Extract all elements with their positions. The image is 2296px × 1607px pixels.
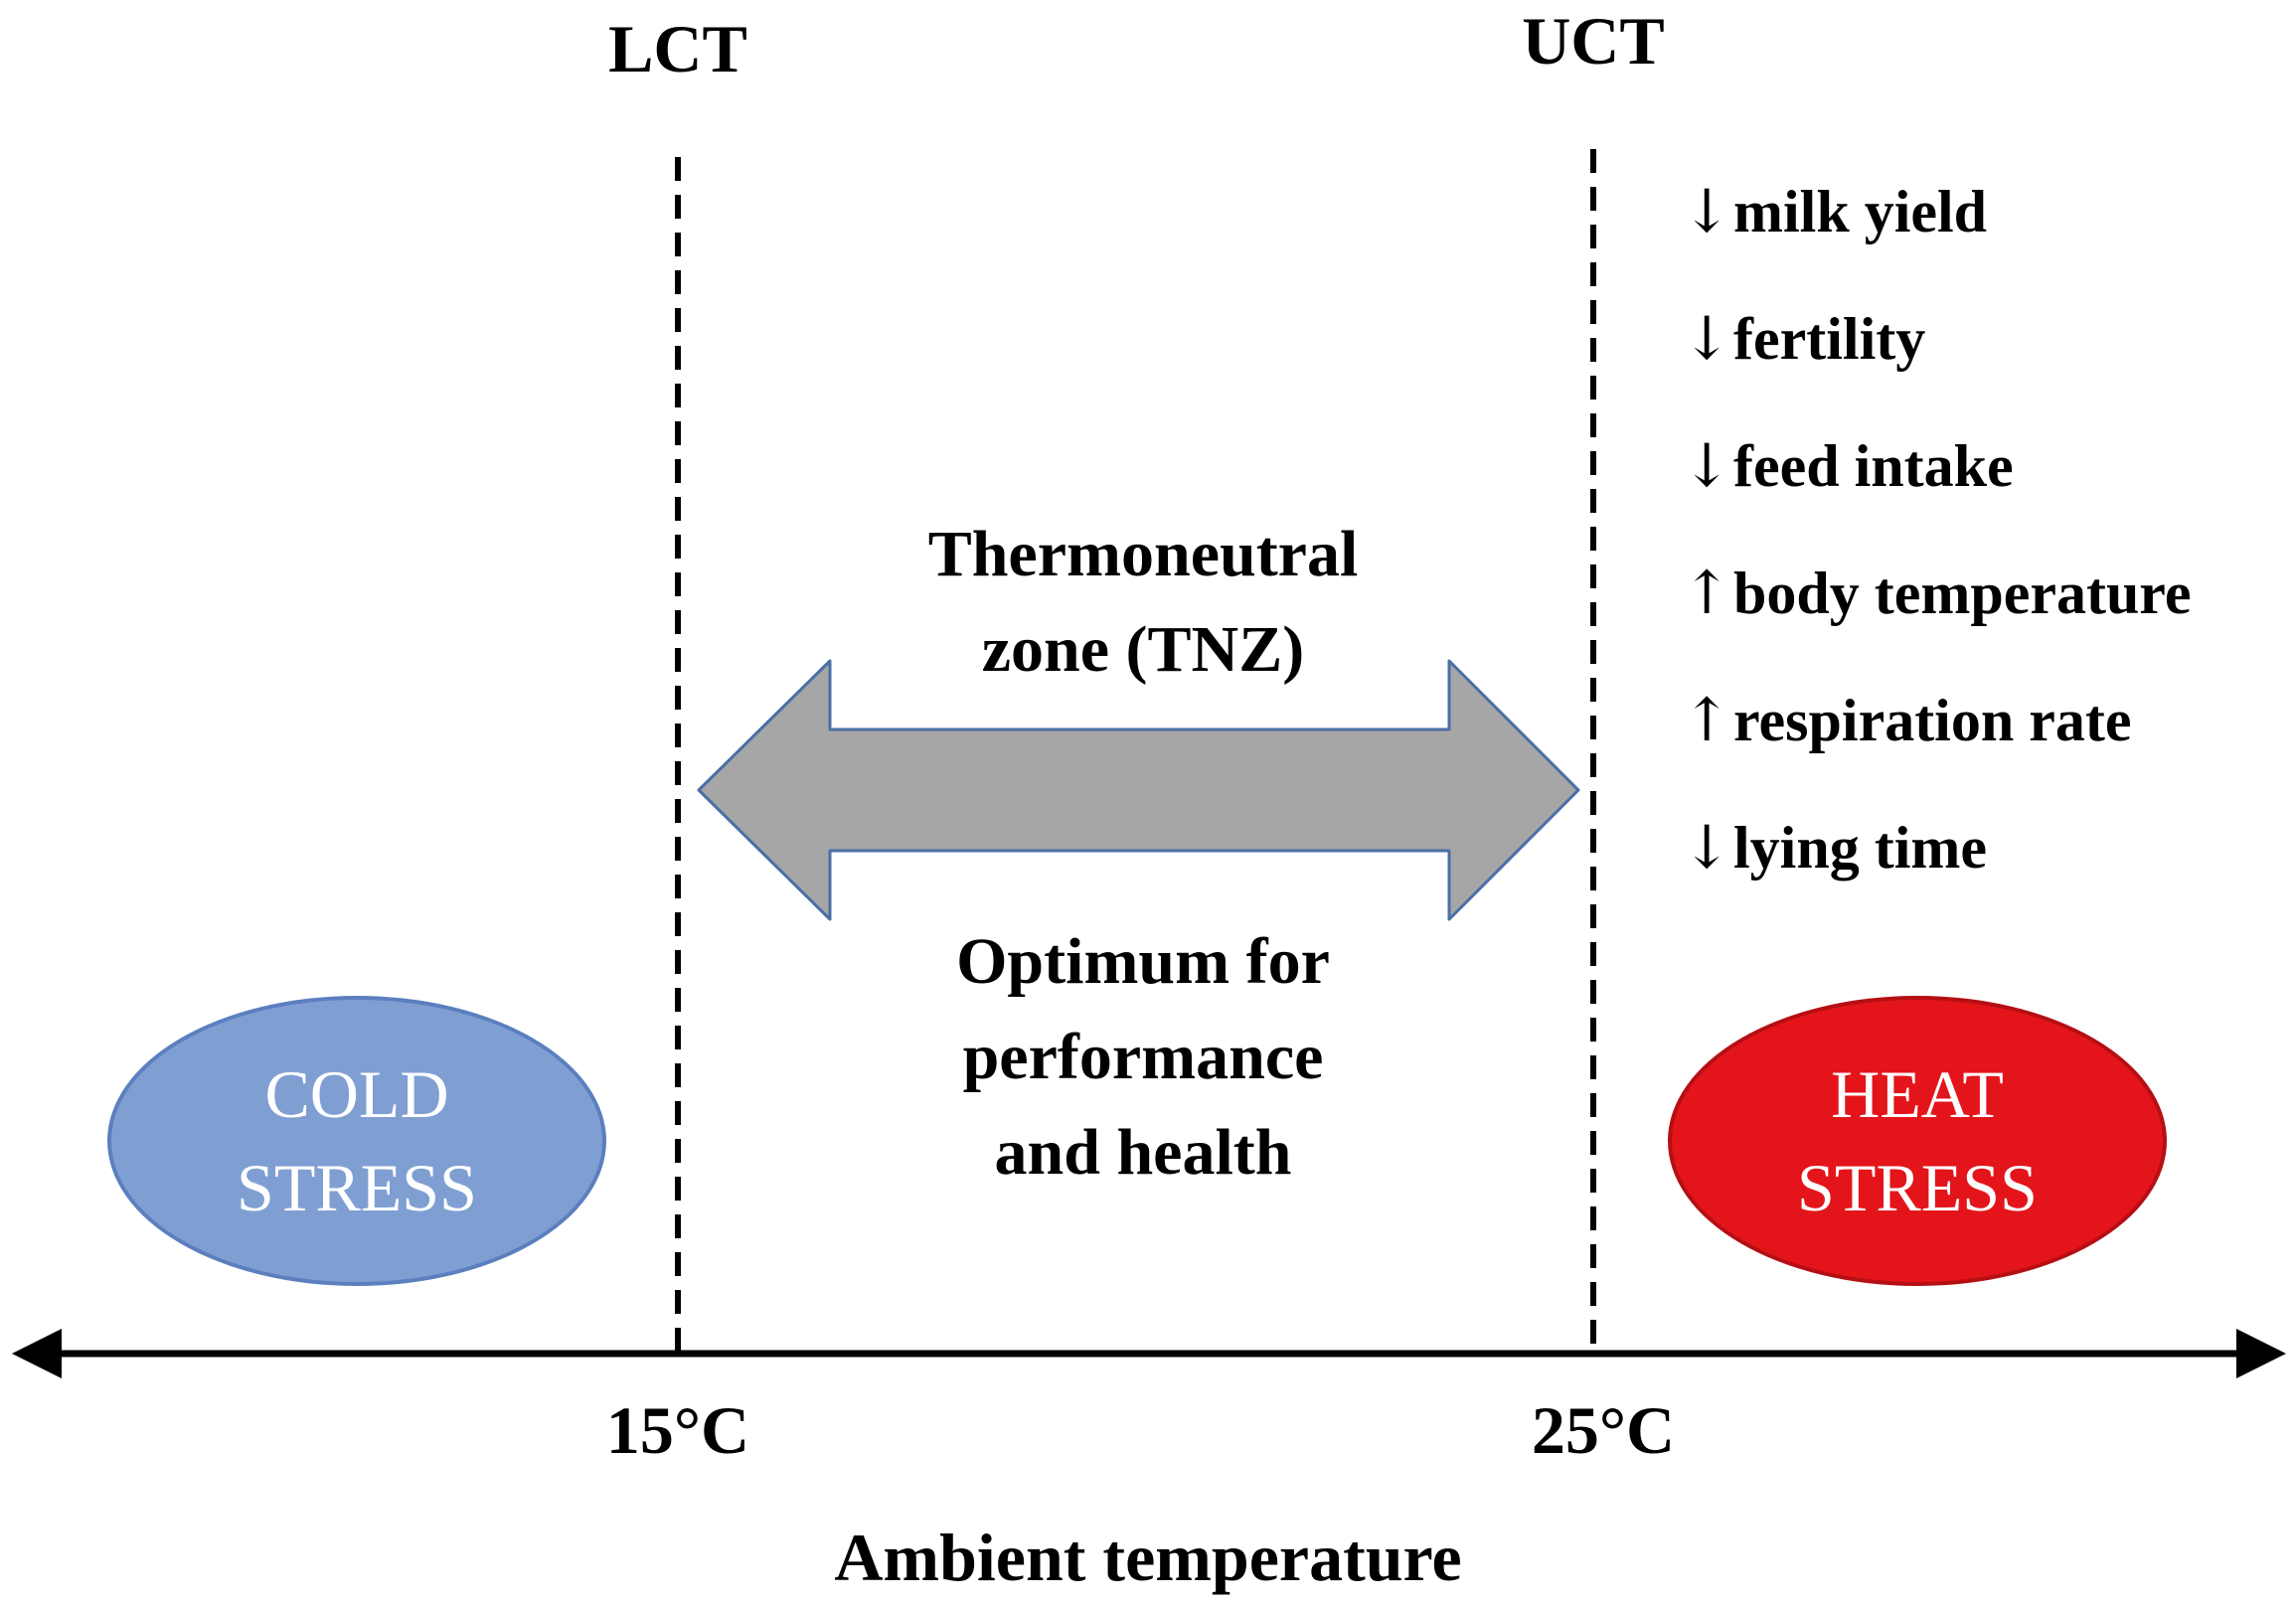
lower-temp-label: 15°C [605,1392,750,1468]
uct-label: UCT [1522,3,1665,79]
effect-item-fertility: ↓fertility [1682,299,2192,379]
effect-item-feed-intake: ↓feed intake [1682,426,2192,506]
effect-item-lying-time: ↓lying time [1682,808,2192,887]
heat-stress-line1: HEAT [1831,1056,2004,1132]
heat-stress-line2: STRESS [1797,1150,2038,1225]
cold-stress-line1: COLD [264,1056,449,1132]
axis-left-arrowhead [12,1329,62,1378]
effect-text: fertility [1733,306,1926,372]
upper-temp-label: 25°C [1531,1392,1676,1468]
tnz-title: Thermoneutral zone (TNZ) [755,507,1531,698]
up-arrow-icon: ↑ [1682,559,1732,628]
effect-item-milk-yield: ↓milk yield [1682,172,2192,251]
cold-stress-line2: STRESS [237,1150,477,1225]
tnz-desc-line1: Optimum for [956,925,1330,998]
axis-right-arrowhead [2236,1329,2286,1378]
up-arrow-icon: ↑ [1682,686,1732,755]
effect-text: milk yield [1733,179,1988,244]
tnz-double-arrow [697,659,1580,921]
effect-text: body temperature [1733,561,2192,626]
cold-stress-ellipse: COLD STRESS [107,996,606,1286]
effect-text: lying time [1733,815,1987,881]
tnz-title-line1: Thermoneutral [927,518,1359,590]
effect-item-respiration-rate: ↑respiration rate [1682,681,2192,760]
tnz-title-line2: zone (TNZ) [981,613,1305,686]
tnz-desc-line3: and health [994,1116,1292,1189]
down-arrow-icon: ↓ [1682,304,1732,374]
down-arrow-icon: ↓ [1682,177,1732,246]
heat-stress-effects-list: ↓milk yield ↓fertility ↓feed intake ↑bod… [1682,172,2192,887]
lct-label: LCT [608,11,747,86]
effect-text: feed intake [1733,433,2014,499]
down-arrow-icon: ↓ [1682,813,1732,883]
tnz-description: Optimum for performance and health [755,914,1531,1201]
tnz-desc-line2: performance [962,1021,1324,1093]
effect-text: respiration rate [1733,688,2132,753]
axis-title: Ambient temperature [834,1520,1462,1595]
down-arrow-icon: ↓ [1682,431,1732,501]
effect-item-body-temperature: ↑body temperature [1682,554,2192,633]
heat-stress-ellipse: HEAT STRESS [1668,996,2167,1286]
